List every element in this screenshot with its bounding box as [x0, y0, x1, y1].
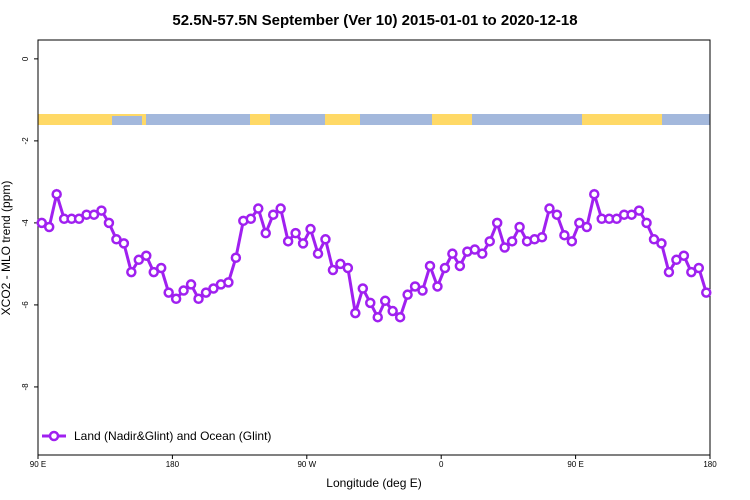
- data-point: [88, 209, 100, 220]
- data-point: [559, 229, 570, 241]
- data-point: [111, 234, 122, 245]
- data-point: [454, 260, 466, 272]
- data-point: [581, 221, 593, 233]
- data-point: [357, 283, 369, 294]
- data-point: [260, 227, 271, 239]
- data-point: [51, 188, 62, 200]
- data-point: [96, 205, 107, 216]
- data-point: [200, 287, 212, 298]
- data-point: [671, 254, 682, 266]
- data-point: [686, 266, 697, 278]
- data-point: [118, 238, 130, 249]
- data-point: [491, 217, 503, 229]
- data-point: [424, 260, 436, 272]
- data-point: [312, 248, 324, 259]
- data-point: [551, 209, 563, 220]
- data-point: [611, 213, 622, 225]
- chart-title: 52.5N-57.5N September (Ver 10) 2015-01-0…: [172, 12, 577, 29]
- data-point: [305, 223, 316, 235]
- data-point: [432, 281, 443, 292]
- data-point: [499, 242, 510, 253]
- data-point: [477, 248, 488, 259]
- legend-marker: [48, 430, 60, 442]
- data-point: [327, 264, 339, 276]
- data-point: [648, 234, 660, 245]
- data-point: [701, 287, 712, 298]
- y-axis-label: XCO2 - MLO trend (ppm): [0, 181, 13, 316]
- data-point: [693, 262, 705, 274]
- data-point: [514, 221, 525, 233]
- data-point: [178, 285, 189, 296]
- data-point: [626, 209, 637, 220]
- data-point: [43, 221, 55, 233]
- data-point: [230, 252, 242, 264]
- data-point: [253, 203, 264, 214]
- y-tick-label: -4: [21, 219, 30, 227]
- legend-label: Land (Nadir&Glint) and Ocean (Glint): [74, 429, 271, 443]
- data-point: [245, 213, 257, 225]
- data-point: [170, 293, 182, 305]
- data-point: [417, 285, 428, 296]
- data-point: [282, 236, 294, 247]
- data-point: [148, 266, 159, 278]
- x-axis-label: Longitude (deg E): [326, 476, 421, 490]
- data-point: [103, 217, 115, 229]
- data-point: [589, 188, 600, 200]
- x-tick-label: 90 E: [567, 460, 583, 469]
- data-point: [275, 203, 286, 214]
- data-point: [536, 231, 548, 243]
- data-point: [678, 250, 690, 261]
- x-tick-label: 90 E: [30, 460, 46, 469]
- y-tick-label: -6: [21, 301, 30, 309]
- data-point: [372, 311, 383, 323]
- data-point: [36, 217, 47, 229]
- data-point: [342, 262, 354, 274]
- data-point: [335, 258, 346, 270]
- data-point: [439, 262, 451, 274]
- data-point: [365, 297, 376, 309]
- data-point: [290, 227, 301, 239]
- data-point: [469, 244, 481, 255]
- y-tick-label: -8: [21, 383, 30, 391]
- data-point: [320, 234, 331, 245]
- data-point: [484, 236, 495, 247]
- x-tick-label: 0: [439, 460, 444, 469]
- legend: Land (Nadir&Glint) and Ocean (Glint): [42, 429, 271, 443]
- data-point: [208, 283, 219, 294]
- x-tick-label: 90 W: [297, 460, 316, 469]
- data-point: [574, 217, 585, 229]
- data-point: [544, 203, 555, 214]
- data-point: [641, 217, 652, 229]
- data-point: [394, 311, 406, 323]
- data-point: [387, 305, 398, 317]
- data-point: [566, 236, 578, 247]
- data-point: [141, 250, 152, 261]
- data-point: [163, 287, 174, 298]
- data-point: [223, 277, 234, 288]
- data-point: [193, 293, 204, 305]
- data-point: [267, 209, 279, 220]
- data-point: [663, 266, 675, 278]
- data-point: [297, 238, 309, 249]
- data-point: [409, 281, 421, 292]
- y-tick-label: -2: [21, 137, 30, 145]
- land-ocean-strip: [38, 114, 710, 125]
- x-tick-label: 180: [703, 460, 717, 469]
- data-point: [402, 289, 413, 300]
- data-point: [155, 262, 167, 274]
- data-point: [447, 248, 458, 259]
- data-point: [73, 213, 85, 225]
- data-point: [506, 236, 518, 247]
- data-point: [350, 307, 361, 319]
- plot-frame: [37, 39, 711, 456]
- y-tick-label: 0: [21, 56, 30, 61]
- x-tick-label: 180: [166, 460, 180, 469]
- data-point: [185, 279, 197, 290]
- data-point: [133, 254, 145, 266]
- data-point: [379, 295, 391, 307]
- data-point: [126, 266, 137, 278]
- data-point: [656, 238, 667, 249]
- data-point: [633, 205, 645, 216]
